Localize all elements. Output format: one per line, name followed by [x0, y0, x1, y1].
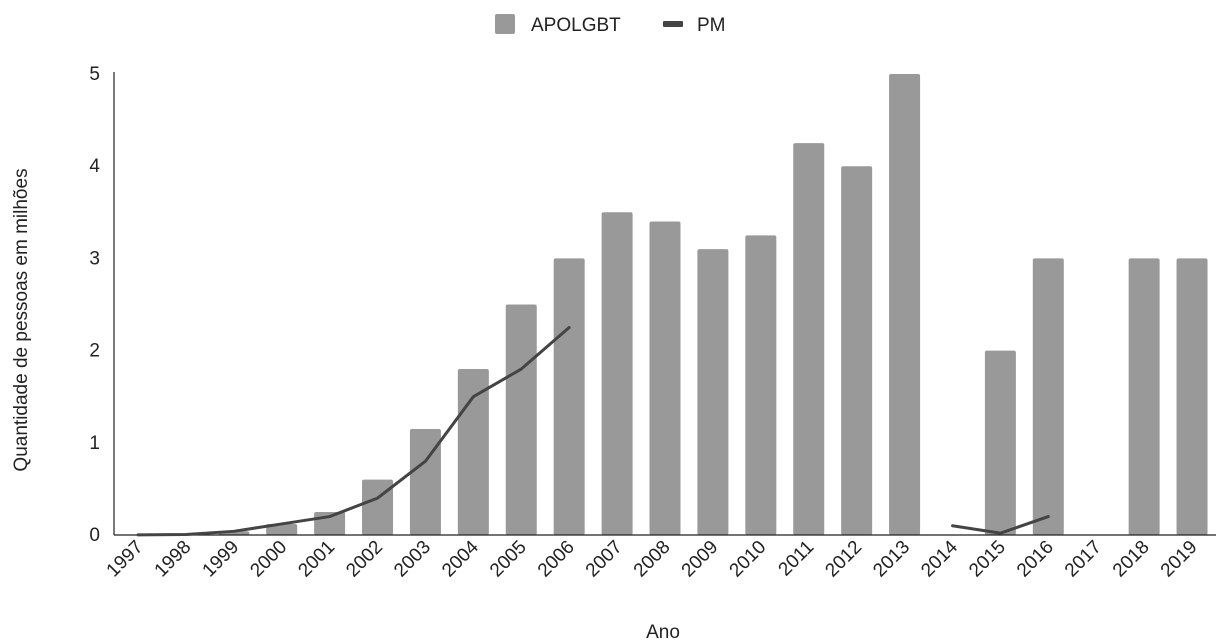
bar-2009: [697, 249, 729, 535]
x-tick-label: 2002: [342, 537, 387, 582]
line-segment: [136, 326, 571, 537]
bar-2006: [553, 258, 585, 535]
y-tick-label: 0: [89, 525, 100, 546]
x-tick-label: 2010: [726, 537, 771, 582]
bar-2019: [1176, 258, 1208, 535]
y-axis-title: Quantidade de pessoas em milhões: [11, 168, 32, 471]
x-tick-label: 2017: [1061, 537, 1106, 582]
x-tick-label: 2011: [775, 537, 819, 581]
bar-2004: [457, 369, 489, 535]
x-tick-label: 2006: [534, 537, 579, 582]
line-segment: [950, 515, 1050, 535]
bar-2016: [1032, 258, 1064, 535]
bar-2003: [409, 428, 441, 535]
x-tick-label: 2013: [869, 537, 914, 582]
bar-2005: [505, 304, 537, 535]
axes: [113, 72, 1216, 536]
bar-2018: [1128, 258, 1160, 535]
legend-swatch-apolgbt: [495, 14, 515, 34]
bar-2015: [984, 350, 1016, 535]
bar-2010: [745, 235, 777, 535]
x-tick-label: 2008: [630, 537, 675, 582]
legend-label-apolgbt: APOLGBT: [531, 15, 621, 36]
line-series: [136, 326, 1050, 537]
legend-swatch-pm: [663, 21, 683, 27]
bar-2013: [889, 74, 921, 535]
x-tick-label: 2001: [294, 537, 339, 582]
y-tick-label: 1: [89, 433, 100, 454]
bar-2012: [841, 166, 873, 535]
bar-2000: [266, 523, 298, 535]
x-tick-label: 2019: [1157, 537, 1202, 582]
x-tick-label: 2015: [965, 537, 1010, 582]
x-tick-label: 2014: [917, 536, 962, 581]
y-ticks: 0 1 2 3 4 5: [89, 64, 100, 546]
x-tick-label: 2018: [1109, 537, 1154, 582]
y-tick-label: 3: [89, 248, 100, 269]
x-tick-label: 2000: [246, 537, 291, 582]
x-tick-label: 1999: [199, 537, 244, 582]
x-tick-label: 2012: [821, 537, 866, 582]
x-ticks: 1997 1998 1999 2000 2001 2002 2003 2004 2005 2006…: [103, 536, 1202, 581]
y-tick-label: 4: [89, 156, 100, 177]
x-tick-label: 2007: [582, 537, 627, 582]
x-tick-label: 2005: [486, 537, 531, 582]
x-axis-title: Ano: [646, 622, 680, 642]
x-tick-label: 2016: [1013, 537, 1058, 582]
legend: APOLGBT PM: [495, 14, 726, 36]
x-tick-label: 1997: [103, 537, 148, 582]
bars: [122, 74, 1208, 536]
x-tick-label: 2009: [678, 537, 723, 582]
x-tick-label: 2004: [438, 536, 483, 581]
x-tick-label: 1998: [151, 537, 196, 582]
y-tick-label: 5: [89, 64, 100, 85]
bar-2008: [649, 221, 681, 535]
x-tick-label: 2003: [390, 537, 435, 582]
bar-2007: [601, 212, 633, 536]
legend-label-pm: PM: [697, 15, 726, 36]
bar-2011: [793, 143, 825, 535]
y-tick-label: 2: [89, 341, 100, 362]
